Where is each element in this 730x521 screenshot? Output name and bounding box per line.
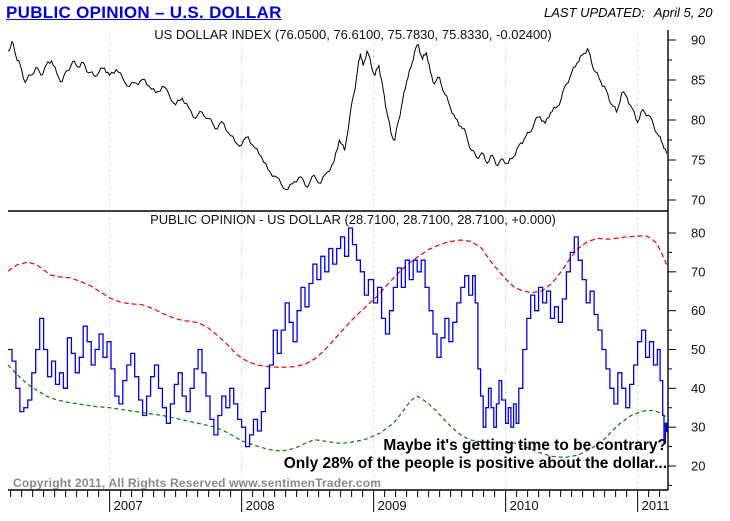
last-updated-label: LAST UPDATED: xyxy=(544,5,645,20)
svg-text:80: 80 xyxy=(691,113,705,128)
svg-text:70: 70 xyxy=(691,264,705,279)
annotation-line-1: Maybe it's getting time to be contrary? xyxy=(383,437,667,454)
svg-text:80: 80 xyxy=(691,226,705,241)
bottom-panel-title: PUBLIC OPINION - US DOLLAR (28.7100, 28.… xyxy=(150,212,556,227)
svg-text:2008: 2008 xyxy=(246,498,275,513)
svg-text:30: 30 xyxy=(691,420,705,435)
svg-text:90: 90 xyxy=(691,33,705,48)
page-title-link[interactable]: PUBLIC OPINION – U.S. DOLLAR xyxy=(6,3,282,22)
top-panel-title: US DOLLAR INDEX (76.0500, 76.6100, 75.78… xyxy=(154,27,552,42)
svg-text:2011: 2011 xyxy=(642,498,670,513)
svg-text:70: 70 xyxy=(691,193,705,208)
svg-text:50: 50 xyxy=(691,342,705,357)
svg-text:85: 85 xyxy=(691,73,705,88)
svg-text:75: 75 xyxy=(691,153,705,168)
last-updated: LAST UPDATED: April 5, 20 xyxy=(544,5,712,20)
svg-text:40: 40 xyxy=(691,381,705,396)
svg-text:2007: 2007 xyxy=(114,498,143,513)
svg-text:20: 20 xyxy=(691,458,705,473)
annotation-line-2: Only 28% of the people is positive about… xyxy=(283,455,667,472)
copyright-notice: Copyright 2011, All Rights Reserved www.… xyxy=(13,476,382,490)
svg-text:2009: 2009 xyxy=(378,498,407,513)
svg-text:2010: 2010 xyxy=(510,498,539,513)
last-updated-date: April 5, 20 xyxy=(653,5,713,20)
chart-annotation: Maybe it's getting time to be contrary? … xyxy=(0,437,667,473)
svg-text:60: 60 xyxy=(691,303,705,318)
